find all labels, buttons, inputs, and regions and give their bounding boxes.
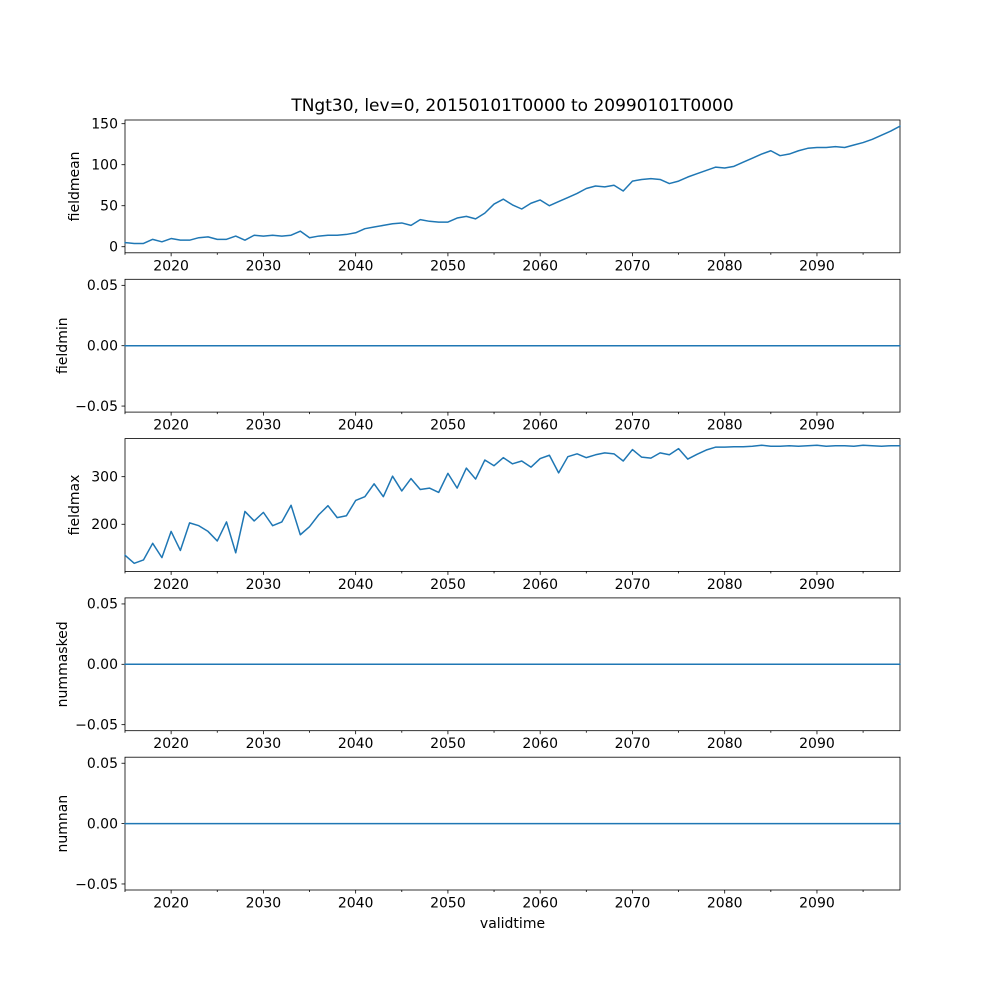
x-tick-label: 2070 (615, 418, 651, 434)
x-tick-label: 2040 (338, 418, 374, 434)
x-tick-label: 2060 (522, 736, 558, 752)
x-tick-label: 2030 (246, 418, 282, 434)
y-tick-label: 0.05 (87, 756, 118, 772)
x-tick-label: 2030 (246, 577, 282, 593)
x-tick-label: 2020 (153, 418, 189, 434)
y-tick-label: −0.05 (75, 717, 118, 733)
x-tick-label: 2020 (153, 258, 189, 274)
x-tick-label: 2050 (430, 418, 466, 434)
x-tick-label: 2070 (615, 736, 651, 752)
x-tick-label: 2090 (799, 896, 835, 912)
x-tick-label: 2050 (430, 258, 466, 274)
y-tick-label: 0 (109, 240, 118, 256)
x-tick-label: 2050 (430, 577, 466, 593)
x-tick-label: 2050 (430, 896, 466, 912)
x-tick-label: 2060 (522, 577, 558, 593)
figure-title: TNgt30, lev=0, 20150101T0000 to 20990101… (290, 96, 733, 116)
x-tick-label: 2090 (799, 736, 835, 752)
y-tick-label: 200 (91, 517, 118, 533)
x-tick-label: 2070 (615, 577, 651, 593)
x-tick-label: 2020 (153, 577, 189, 593)
y-axis-label: fieldmean (67, 151, 83, 221)
x-tick-label: 2030 (246, 896, 282, 912)
x-tick-label: 2080 (707, 577, 743, 593)
x-tick-label: 2040 (338, 258, 374, 274)
x-tick-label: 2080 (707, 896, 743, 912)
y-tick-label: 50 (100, 199, 118, 215)
x-tick-label: 2040 (338, 896, 374, 912)
x-tick-label: 2060 (522, 258, 558, 274)
x-tick-label: 2090 (799, 418, 835, 434)
x-tick-label: 2030 (246, 258, 282, 274)
y-tick-label: 100 (91, 158, 118, 174)
axes-frame (124, 438, 901, 572)
x-axis-label: validtime (480, 916, 545, 932)
x-tick-label: 2050 (430, 736, 466, 752)
x-tick-label: 2090 (799, 577, 835, 593)
y-axis-label: fieldmin (55, 317, 71, 374)
axes-frame (124, 119, 901, 254)
x-tick-label: 2020 (153, 736, 189, 752)
x-tick-label: 2020 (153, 896, 189, 912)
x-tick-label: 2070 (615, 896, 651, 912)
x-tick-label: 2080 (707, 418, 743, 434)
y-tick-label: −0.05 (75, 877, 118, 893)
y-tick-label: 0.05 (87, 278, 118, 294)
x-tick-label: 2030 (246, 736, 282, 752)
y-tick-label: −0.05 (75, 399, 118, 415)
y-tick-label: 0.05 (87, 597, 118, 613)
subplot-nummasked: −0.05 0.00 0.05 2020 2030 2040 2050 2060 2070 208… (55, 597, 901, 752)
subplot-fieldmean: 0 50 100 150 2020 2030 2040 2050 2060 2070 2080 209… (67, 116, 901, 274)
x-tick-label: 2060 (522, 896, 558, 912)
y-axis-label: fieldmax (67, 475, 83, 536)
subplot-numnan: −0.05 0.00 0.05 2020 2030 2040 2050 2060 2070 208… (55, 756, 901, 912)
series-line-fieldmax (124, 444, 901, 565)
x-tick-label: 2040 (338, 736, 374, 752)
x-tick-label: 2080 (707, 736, 743, 752)
y-tick-label: 0.00 (87, 657, 118, 673)
y-tick-label: 0.00 (87, 816, 118, 832)
series-line-fieldmean (124, 125, 901, 245)
x-tick-label: 2090 (799, 258, 835, 274)
y-axis-label: numnan (55, 795, 71, 853)
x-tick-label: 2060 (522, 418, 558, 434)
x-tick-label: 2080 (707, 258, 743, 274)
subplot-fieldmin: −0.05 0.00 0.05 2020 2030 2040 2050 2060 2070 208… (55, 278, 901, 434)
x-tick-label: 2070 (615, 258, 651, 274)
x-tick-label: 2040 (338, 577, 374, 593)
y-axis-label: nummasked (55, 621, 71, 707)
y-tick-label: 150 (91, 116, 118, 132)
subplot-fieldmax: 200 300 2020 2030 2040 2050 2060 2070 2080 2090 fi… (67, 438, 901, 593)
y-tick-label: 300 (91, 469, 118, 485)
y-tick-label: 0.00 (87, 339, 118, 355)
